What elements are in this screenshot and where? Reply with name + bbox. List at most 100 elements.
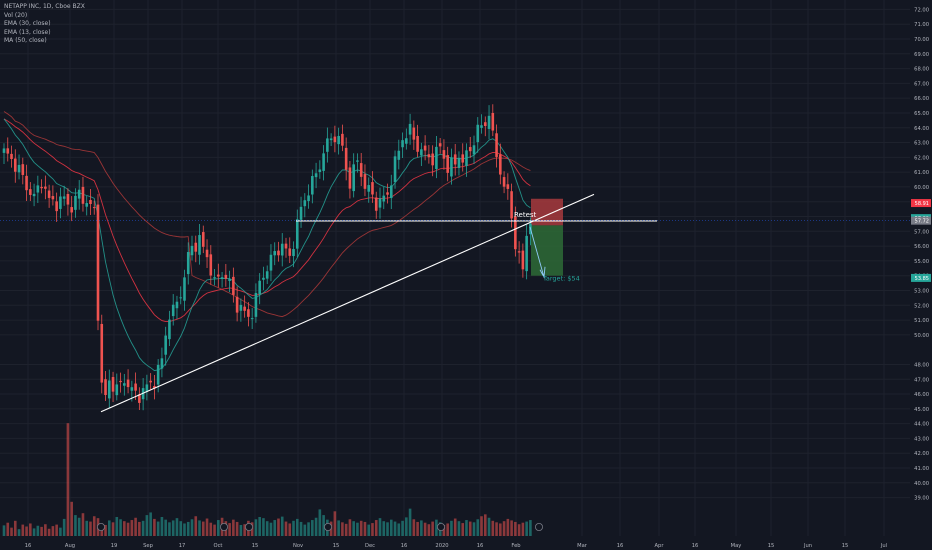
- price-tick-label: 71.00: [914, 22, 929, 28]
- volume-bar: [382, 521, 386, 536]
- candle-body: [326, 138, 329, 152]
- volume-bar: [506, 518, 510, 536]
- candle-body: [220, 277, 224, 280]
- time-tick-label: 2020: [435, 543, 448, 549]
- candle-body: [295, 219, 299, 249]
- candle-body: [311, 176, 314, 195]
- drawn-lines: [0, 193, 910, 413]
- candle-body: [123, 383, 126, 386]
- price-tick-label: 63.00: [914, 141, 929, 147]
- volume-bar: [209, 522, 213, 536]
- price-tick-label: 56.00: [914, 244, 929, 250]
- price-tag-label: 57.72: [915, 219, 929, 225]
- volume-bar: [277, 518, 280, 536]
- volume-bar: [10, 527, 13, 536]
- grid: [0, 0, 910, 536]
- candle-body: [299, 206, 303, 220]
- time-tick-label: Jul: [880, 543, 887, 549]
- annotation-retest: Retest: [514, 211, 537, 219]
- candle-body: [186, 252, 190, 275]
- volume-bar: [393, 521, 397, 536]
- volume-bar: [77, 517, 81, 536]
- price-tick-label: 67.00: [914, 81, 929, 87]
- volume-bar: [119, 519, 122, 536]
- volume-bar: [141, 520, 145, 536]
- price-tick-label: 40.00: [914, 481, 929, 487]
- candle-body: [457, 157, 461, 168]
- volume-bar: [164, 519, 167, 536]
- candle-body: [337, 135, 340, 145]
- volume-bar: [194, 516, 198, 536]
- volume-bar: [480, 516, 483, 536]
- volume-bar: [386, 522, 389, 536]
- candle-body: [292, 249, 295, 257]
- volume-bar: [130, 520, 134, 536]
- time-axis[interactable]: 16 Aug 19 Sep 17 Oct 15 Nov 15 Dec 16 2020 16 Feb Mar 1…: [25, 523, 887, 549]
- volume-bar: [416, 521, 419, 536]
- annotation-target: Target: $54: [542, 275, 580, 283]
- volume-bar: [175, 518, 179, 536]
- indicator-ma50[interactable]: MA (50, close): [4, 37, 47, 44]
- price-tick-label: 39.00: [914, 496, 929, 502]
- volume-bar: [262, 518, 265, 536]
- volume-bar: [502, 521, 506, 536]
- candle-body: [269, 254, 273, 271]
- price-tick-label: 62.00: [914, 155, 929, 161]
- candle-body: [77, 189, 81, 199]
- price-tick-label: 41.00: [914, 466, 929, 472]
- candle-body: [85, 203, 89, 207]
- time-tick-label: Oct: [214, 543, 223, 549]
- candle-body: [416, 135, 419, 152]
- candle-body: [130, 387, 134, 391]
- volume-bar: [115, 517, 119, 536]
- volume-bar: [280, 516, 284, 536]
- volume-bar: [348, 519, 352, 536]
- volume-bar: [153, 518, 156, 536]
- indicator-ema13[interactable]: EMA (13, close): [4, 28, 51, 36]
- time-tick-label: Aug: [65, 543, 75, 549]
- volume-bar: [461, 523, 465, 536]
- candle-body: [96, 204, 100, 321]
- price-tick-label: 45.00: [914, 407, 929, 413]
- volume-bar: [228, 523, 231, 536]
- candle-body: [205, 249, 209, 258]
- volume-bar: [217, 520, 220, 536]
- volume-bar: [288, 523, 292, 536]
- volume-bar: [435, 519, 438, 536]
- candle-body: [476, 124, 480, 143]
- volume-bar: [344, 523, 348, 536]
- symbol-label[interactable]: NETAPP INC, 1D, Cboe BZX: [4, 3, 85, 10]
- candle-body: [483, 122, 487, 127]
- volume-bar: [40, 526, 43, 536]
- candle-body: [17, 164, 21, 173]
- volume-bar: [476, 519, 480, 536]
- volume-bar: [36, 525, 40, 536]
- candle-body: [393, 156, 397, 183]
- volume-bar: [495, 522, 498, 536]
- candle-body: [55, 201, 58, 212]
- candle-body: [506, 184, 510, 189]
- candle-body: [126, 379, 130, 388]
- time-tick-label: Jun: [803, 543, 812, 549]
- candle-body: [224, 274, 228, 279]
- candle-body: [243, 306, 246, 311]
- volume-bar: [85, 520, 89, 536]
- candle-body: [333, 136, 337, 143]
- candle-body: [228, 278, 231, 281]
- indicator-ema30[interactable]: EMA (30, close): [4, 20, 51, 27]
- candle-body: [344, 147, 348, 170]
- candle-body: [499, 154, 502, 175]
- time-tick-label: 16: [401, 543, 408, 549]
- candle-body: [201, 232, 205, 247]
- candles: [2, 104, 532, 411]
- volume-bar: [160, 517, 164, 536]
- candle-body: [480, 125, 483, 128]
- candle-body: [453, 154, 457, 165]
- indicator-volume[interactable]: Vol (20): [4, 11, 28, 19]
- candle-body: [89, 200, 92, 205]
- volume-bar: [254, 519, 258, 536]
- volume-bar: [104, 524, 107, 536]
- price-tick-label: 60.00: [914, 185, 929, 191]
- volume-bar: [453, 518, 457, 536]
